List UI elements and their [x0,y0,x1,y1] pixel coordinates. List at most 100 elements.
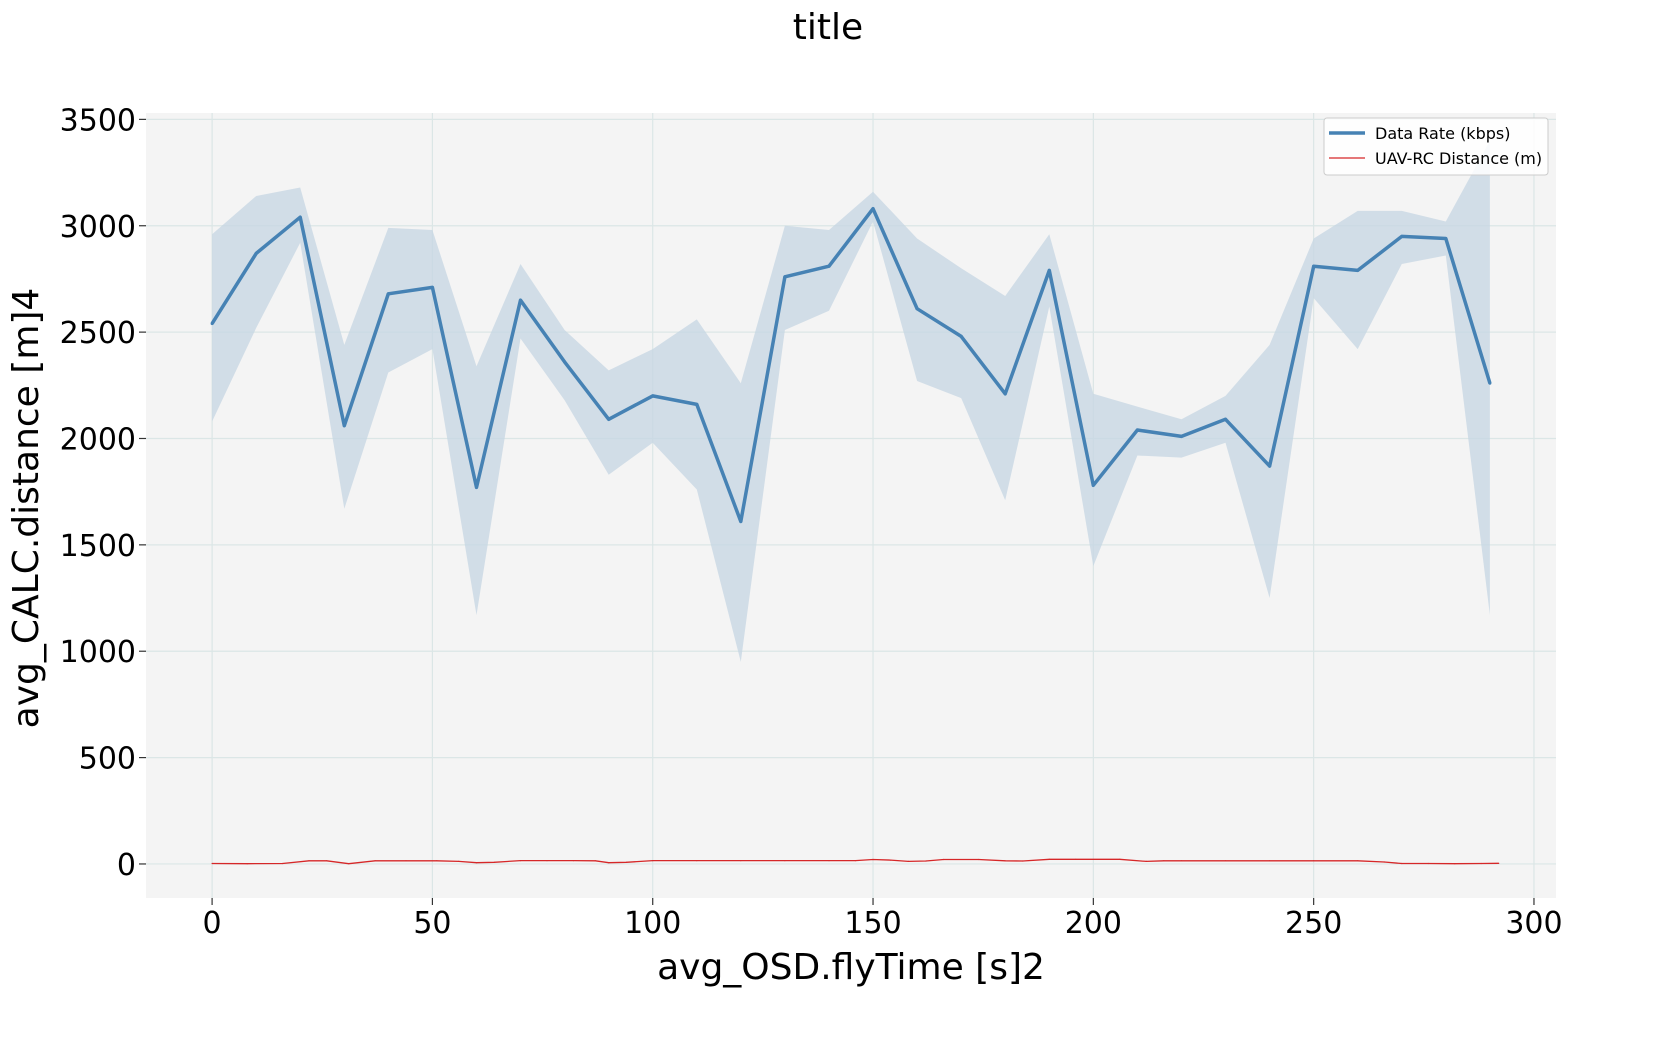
series-line-uav-rc-distance [212,858,1499,865]
uav-rc-distance-point [1163,860,1165,862]
y-tick-label: 3000 [60,210,136,245]
data-rate-point [783,275,787,279]
series-points [210,207,1500,865]
x-tick-label: 0 [203,906,222,941]
data-rate-point [871,207,875,211]
uav-rc-distance-point [436,860,438,862]
y-axis: 0 500 1000 1500 2000 2500 3000 3500 [60,103,146,883]
uav-rc-distance-point [1022,860,1024,862]
x-tick-label: 50 [413,906,451,941]
data-rate-point [563,360,567,364]
uav-rc-distance-point [282,862,284,865]
uav-rc-distance-point [1357,860,1359,862]
uav-rc-distance-point [890,859,892,861]
uav-rc-distance-point [1075,858,1077,860]
uav-rc-distance-point [978,858,980,861]
uav-rc-distance-point [326,860,328,862]
data-rate-point [915,307,919,311]
uav-rc-distance-point [925,860,927,862]
uav-rc-distance-point [652,860,654,862]
y-tick-label: 1500 [60,529,136,564]
x-axis: 0 50 100 150 200 250 300 [203,898,1563,941]
y-tick-label: 2500 [60,316,136,351]
uav-rc-distance-point [854,860,857,862]
data-rate-point [519,298,522,302]
uav-rc-distance-point [1224,860,1227,862]
data-rate-point [651,394,655,398]
data-rate-point [1091,483,1095,487]
x-axis-label: avg_OSD.flyTime [s]2 [657,947,1045,988]
legend-box [1323,117,1549,176]
x-tick-label: 200 [1065,906,1122,941]
data-rate-point [475,485,478,489]
uav-rc-distance-point [1427,862,1429,865]
data-rate-point [342,424,346,428]
uav-rc-distance-point [493,861,495,863]
uav-rc-distance-point [374,860,376,862]
uav-rc-distance-point [405,860,407,862]
uav-rc-distance-point [572,860,575,862]
uav-rc-distance-point [1480,862,1482,865]
data-rate-point [1400,234,1404,238]
uav-rc-distance-point [546,860,548,862]
data-rate-point [1444,237,1448,240]
uav-rc-distance-point [1269,860,1271,862]
legend: Data Rate (kbps) UAV-RC Distance (m) [1323,117,1549,176]
data-rate-point [386,292,390,296]
data-rate-point [1003,392,1007,396]
uav-rc-distance-point [907,860,909,863]
uav-rc-distance-point [1145,860,1147,863]
data-rate-point [739,520,743,523]
legend-label-data-rate: Data Rate (kbps) [1375,124,1510,143]
data-rate-point [430,285,434,289]
uav-rc-distance-point [458,860,460,863]
uav-rc-distance-point [696,860,698,862]
data-rate-point [959,334,963,338]
series-line-data-rate [210,206,1492,524]
uav-rc-distance-point [1498,862,1500,864]
y-tick-label: 2000 [60,422,136,457]
uav-rc-distance-point [1048,858,1050,860]
x-tick-label: 100 [624,906,681,941]
uav-rc-distance-point [348,863,350,865]
y-tick-label: 1000 [60,635,136,670]
data-rate-point [1180,434,1183,438]
uav-rc-distance-point [594,860,597,862]
uav-rc-distance-point [475,862,478,864]
chart-title: title [793,7,863,48]
data-rate-point [298,215,302,219]
y-axis-label: avg_CALC.distance [m]4 [6,288,47,729]
data-rate-point [695,402,699,406]
y-tick-label: 0 [117,848,136,883]
uav-rc-distance-point [1454,863,1456,865]
uav-rc-distance-point [784,860,786,862]
data-rate-point [1268,464,1272,468]
data-rate-point [1488,381,1492,385]
legend-label-uav-rc-distance: UAV-RC Distance (m) [1375,149,1542,168]
uav-rc-distance-point [625,861,627,863]
uav-rc-distance-point [740,860,742,862]
uav-rc-distance-point [519,860,522,862]
uav-rc-distance-point [1313,860,1315,862]
data-rate-point [607,417,611,421]
y-tick-label: 500 [79,742,136,777]
uav-rc-distance-point [1004,860,1006,862]
data-rate-point [1047,268,1051,272]
uav-rc-distance-point [1180,860,1183,862]
uav-rc-distance-point [308,860,310,862]
data-rate-point [210,322,214,326]
data-rate-point [1312,264,1316,268]
uav-rc-distance-point [211,862,213,865]
uav-rc-distance-point [942,858,945,861]
data-rate-point [254,251,258,255]
data-rate-point [1135,428,1139,432]
uav-rc-distance-point [1383,861,1385,863]
uav-rc-distance-point [872,858,874,861]
uav-rc-distance-point [828,860,830,862]
uav-rc-distance-point [1119,858,1121,860]
y-tick-label: 3500 [60,103,136,138]
x-tick-label: 150 [844,906,901,941]
data-rate-point [1356,268,1360,272]
data-rate-point [827,264,831,268]
